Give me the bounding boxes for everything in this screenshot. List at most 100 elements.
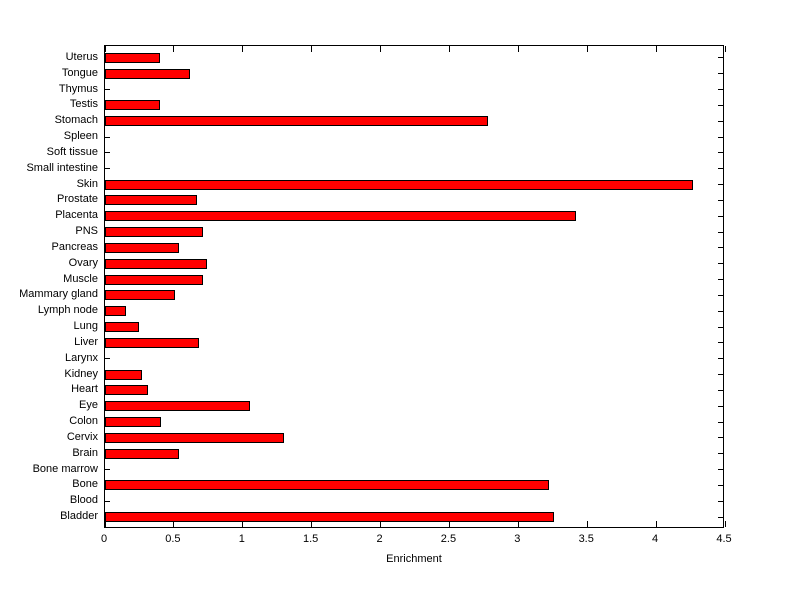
y-tick-label-kidney: Kidney [64, 367, 98, 380]
x-tick-mark [173, 46, 175, 52]
y-tick-label-uterus: Uterus [65, 50, 98, 63]
x-tick-mark [173, 521, 175, 527]
x-tick-mark [380, 46, 382, 52]
bar-uterus [105, 52, 160, 63]
y-tick-mark [718, 437, 723, 439]
y-tick-label-bladder: Bladder [60, 510, 98, 523]
y-tick-label-prostate: Prostate [57, 193, 98, 206]
y-tick-mark [718, 184, 723, 186]
x-tick-mark [655, 46, 657, 52]
x-tick-mark [104, 46, 106, 52]
x-tick-label-0: 0 [100, 533, 108, 545]
x-tick-label-0.5: 0.5 [165, 533, 181, 545]
bar-heart [105, 385, 148, 396]
x-tick-mark [724, 521, 726, 527]
y-tick-label-small-intestine: Small intestine [26, 161, 98, 174]
y-tick-mark [105, 168, 110, 170]
bar-ovary [105, 258, 207, 269]
bar-bone [105, 480, 549, 491]
y-tick-mark [718, 263, 723, 265]
y-tick-mark [718, 326, 723, 328]
x-tick-label-4.5: 4.5 [716, 533, 732, 545]
y-tick-mark [718, 294, 723, 296]
y-tick-mark [718, 405, 723, 407]
y-tick-label-mammary-gland: Mammary gland [19, 288, 98, 301]
y-tick-mark [718, 215, 723, 217]
y-tick-mark [105, 469, 110, 471]
y-tick-label-skin: Skin [76, 177, 98, 190]
x-tick-label-1.5: 1.5 [303, 533, 319, 545]
x-tick-mark [311, 46, 313, 52]
bar-lung [105, 322, 139, 333]
y-tick-mark [718, 104, 723, 106]
y-tick-label-eye: Eye [79, 399, 98, 412]
y-tick-label-liver: Liver [74, 335, 98, 348]
y-tick-mark [105, 358, 110, 360]
y-tick-label-placenta: Placenta [55, 209, 98, 222]
x-tick-mark [586, 521, 588, 527]
y-tick-mark [718, 374, 723, 376]
bar-muscle [105, 274, 203, 285]
y-tick-mark [718, 484, 723, 486]
y-tick-label-thymus: Thymus [58, 82, 98, 95]
bar-lymph-node [105, 306, 126, 317]
y-tick-mark [718, 73, 723, 75]
x-tick-label-3.5: 3.5 [578, 533, 594, 545]
y-tick-mark [718, 136, 723, 138]
y-tick-mark [718, 279, 723, 281]
y-tick-mark [718, 469, 723, 471]
bar-placenta [105, 211, 576, 222]
y-tick-label-lymph-node: Lymph node [37, 304, 98, 317]
bar-stomach [105, 116, 488, 127]
y-tick-mark [718, 120, 723, 122]
y-tick-mark [105, 89, 110, 91]
bar-tongue [105, 68, 190, 79]
x-tick-mark [380, 521, 382, 527]
y-tick-label-lung: Lung [73, 320, 98, 333]
y-tick-label-pancreas: Pancreas [51, 240, 98, 253]
y-tick-label-larynx: Larynx [64, 351, 98, 364]
y-tick-mark [718, 421, 723, 423]
y-tick-label-bone: Bone [72, 478, 98, 491]
y-tick-mark [718, 310, 723, 312]
x-tick-label-3: 3 [514, 533, 521, 545]
y-tick-label-bone-marrow: Bone marrow [32, 462, 98, 475]
y-tick-mark [718, 389, 723, 391]
plot-area [104, 45, 726, 528]
x-tick-mark [517, 46, 519, 52]
x-tick-label-2: 2 [376, 533, 383, 545]
y-tick-mark [718, 358, 723, 360]
y-tick-label-brain: Brain [72, 446, 98, 459]
y-tick-mark [718, 247, 723, 249]
y-tick-label-testis: Testis [69, 98, 98, 111]
y-tick-mark [718, 152, 723, 154]
x-tick-mark [242, 521, 244, 527]
y-tick-mark [718, 57, 723, 59]
y-tick-label-pns: PNS [75, 225, 98, 238]
x-tick-mark [724, 46, 726, 52]
y-tick-mark [718, 199, 723, 201]
x-tick-mark [311, 521, 313, 527]
x-tick-mark [655, 521, 657, 527]
y-tick-label-soft-tissue: Soft tissue [46, 145, 98, 158]
y-tick-label-spleen: Spleen [63, 130, 98, 143]
y-tick-label-stomach: Stomach [54, 114, 98, 127]
y-tick-label-colon: Colon [69, 415, 98, 428]
y-tick-mark [718, 342, 723, 344]
bar-bladder [105, 512, 554, 523]
bar-brain [105, 448, 179, 459]
bar-prostate [105, 195, 197, 206]
bar-pns [105, 227, 203, 238]
y-tick-label-tongue: Tongue [61, 66, 98, 79]
x-tick-mark [448, 46, 450, 52]
x-tick-label-2.5: 2.5 [440, 533, 457, 545]
x-tick-label-1: 1 [238, 533, 245, 545]
y-tick-label-heart: Heart [71, 383, 98, 396]
y-tick-label-blood: Blood [69, 494, 98, 507]
bar-pancreas [105, 242, 179, 253]
x-tick-mark [586, 46, 588, 52]
y-tick-mark [105, 500, 110, 502]
bar-kidney [105, 369, 142, 380]
y-tick-mark [718, 516, 723, 518]
bar-skin [105, 179, 693, 190]
